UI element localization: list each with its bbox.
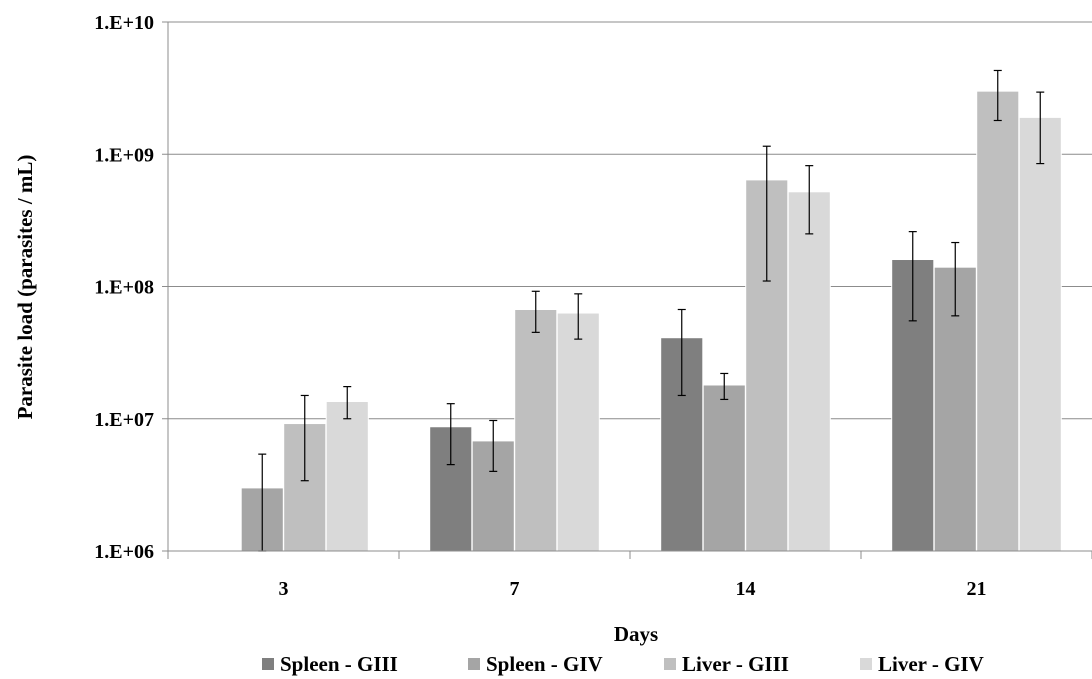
x-tick-label: 7 xyxy=(510,578,520,600)
bar xyxy=(1018,116,1062,552)
bar xyxy=(787,191,831,552)
error-bars xyxy=(258,69,1045,552)
legend-label: Liver - GIII xyxy=(682,652,789,676)
y-axis-title: Parasite load (parasites / mL) xyxy=(13,155,37,420)
bar xyxy=(702,384,746,552)
y-tick-label: 1.E+10 xyxy=(94,12,154,34)
legend-swatch xyxy=(262,658,274,670)
x-tick-label: 14 xyxy=(736,578,756,600)
legend-swatch xyxy=(664,658,676,670)
y-tick-label: 1.E+08 xyxy=(94,277,154,299)
bars xyxy=(240,90,1062,552)
y-tick-label: 1.E+06 xyxy=(94,541,154,563)
legend-swatch xyxy=(468,658,480,670)
x-tick-labels: 3 7 14 21 xyxy=(279,578,987,600)
y-tick-label: 1.E+07 xyxy=(94,409,154,431)
x-axis-title: Days xyxy=(614,622,658,646)
legend: Spleen - GIII Spleen - GIV Liver - GIII Liv… xyxy=(262,652,984,676)
y-tick-label: 1.E+09 xyxy=(94,144,154,166)
x-tick-label: 21 xyxy=(967,578,987,600)
legend-label: Spleen - GIV xyxy=(486,652,603,676)
legend-label: Spleen - GIII xyxy=(280,652,398,676)
legend-label: Liver - GIV xyxy=(878,652,984,676)
x-tick-label: 3 xyxy=(279,578,289,600)
axes xyxy=(162,21,1092,559)
bar xyxy=(976,90,1020,552)
bar xyxy=(556,312,600,552)
legend-swatch xyxy=(860,658,872,670)
bar xyxy=(514,309,558,552)
y-tick-labels: 1.E+06 1.E+07 1.E+08 1.E+09 1.E+10 xyxy=(94,12,154,563)
bar xyxy=(325,401,369,552)
